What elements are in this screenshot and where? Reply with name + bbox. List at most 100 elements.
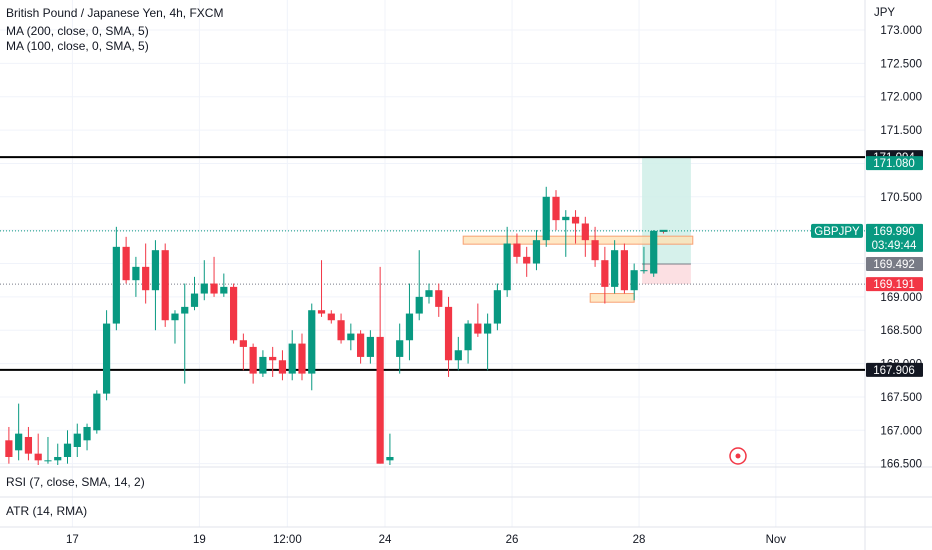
candle-body bbox=[415, 296, 423, 314]
candle-body bbox=[278, 360, 287, 374]
candle-body bbox=[151, 250, 160, 291]
symbol-tag bbox=[811, 223, 863, 238]
candle-body bbox=[181, 306, 189, 314]
indicator-ma-200[interactable]: MA (200, close, 0, SMA, 5) bbox=[6, 24, 149, 38]
candle-body bbox=[327, 313, 335, 321]
candle-body bbox=[347, 333, 355, 341]
time-tick-label: 24 bbox=[379, 534, 392, 546]
candle-body bbox=[386, 456, 394, 461]
atr-pane-label[interactable]: ATR (14, RMA) bbox=[6, 504, 88, 518]
candle-body bbox=[102, 323, 111, 394]
candle-body bbox=[15, 433, 23, 451]
candle-body bbox=[435, 290, 443, 307]
price-tag-text: 169.492 bbox=[873, 259, 915, 271]
price-tick-label: 171.500 bbox=[880, 125, 922, 137]
price-tag bbox=[866, 156, 923, 171]
candle-body bbox=[396, 340, 404, 357]
rsi-pane-label[interactable]: RSI (7, close, SMA, 14, 2) bbox=[6, 475, 145, 489]
candle-body bbox=[376, 336, 384, 464]
candle-body bbox=[650, 230, 658, 274]
level-tag bbox=[866, 362, 923, 377]
candle-body bbox=[63, 443, 72, 457]
candle-body bbox=[171, 313, 179, 321]
zones bbox=[462, 158, 694, 303]
candle-body bbox=[34, 453, 42, 461]
candle-body bbox=[601, 260, 609, 287]
candle-body bbox=[269, 356, 277, 361]
candle-body bbox=[454, 350, 462, 361]
candle-body bbox=[591, 240, 599, 261]
time-tick-label: Nov bbox=[766, 534, 787, 546]
candle-body bbox=[542, 196, 550, 241]
candle-body bbox=[532, 240, 541, 264]
price-tag bbox=[866, 277, 923, 292]
candle-body bbox=[611, 250, 619, 287]
candle-body bbox=[337, 320, 345, 341]
candle-body bbox=[620, 250, 628, 291]
price-tick-label: 167.500 bbox=[880, 392, 922, 404]
price-tick-label: 166.500 bbox=[880, 459, 922, 471]
candle-body bbox=[44, 460, 52, 462]
candle-body bbox=[640, 270, 648, 272]
symbol-tag-text: GBPJPY bbox=[814, 226, 860, 238]
price-tag bbox=[866, 223, 923, 252]
candle-body bbox=[298, 343, 306, 374]
time-tick-label: 19 bbox=[193, 534, 206, 546]
candle-body bbox=[239, 340, 247, 347]
candle-body bbox=[630, 270, 638, 291]
candle-body bbox=[308, 310, 316, 374]
candle-body bbox=[484, 323, 492, 334]
candle-body bbox=[425, 290, 433, 297]
candle-body bbox=[132, 266, 140, 281]
indicator-ma-100[interactable]: MA (100, close, 0, SMA, 5) bbox=[6, 39, 149, 53]
position-stop-area bbox=[642, 264, 691, 285]
candle-body bbox=[317, 310, 326, 314]
candle-body bbox=[210, 283, 218, 294]
target-icon-dot bbox=[735, 453, 741, 459]
candle-body bbox=[249, 346, 257, 374]
price-tick-label: 170.500 bbox=[880, 192, 922, 204]
candle-body bbox=[493, 290, 501, 324]
candle-body bbox=[405, 313, 414, 341]
candle-body bbox=[288, 343, 296, 374]
candle-body bbox=[93, 393, 101, 431]
candle-body bbox=[562, 216, 570, 221]
candle-body bbox=[112, 246, 120, 324]
candle-body bbox=[161, 250, 169, 321]
candle-body bbox=[5, 440, 13, 457]
level-tag-text: 167.906 bbox=[873, 365, 915, 377]
time-tick-label: 28 bbox=[633, 534, 646, 546]
candle-body bbox=[122, 246, 130, 281]
candle-body bbox=[464, 323, 472, 351]
candle-body bbox=[83, 426, 91, 441]
price-tag bbox=[866, 257, 923, 272]
support-zone bbox=[589, 293, 635, 303]
candle-body bbox=[581, 223, 589, 241]
price-tag-text: 169.191 bbox=[873, 279, 915, 291]
countdown-text: 03:49:44 bbox=[872, 240, 917, 252]
candle-body bbox=[229, 286, 238, 341]
support-zone bbox=[462, 235, 694, 245]
candle-body bbox=[259, 356, 267, 374]
candle-body bbox=[571, 216, 580, 224]
candle-body bbox=[444, 306, 453, 361]
price-tick-label: 169.000 bbox=[880, 292, 922, 304]
price-tag-text: 169.990 bbox=[873, 226, 915, 238]
markers bbox=[659, 229, 747, 465]
candle-body bbox=[220, 286, 228, 294]
candle-body bbox=[552, 196, 560, 221]
price-tick-label: 167.000 bbox=[880, 425, 922, 437]
candle-body bbox=[142, 266, 150, 291]
time-tick-label: 17 bbox=[66, 534, 79, 546]
currency-label: JPY bbox=[874, 7, 895, 19]
price-tick-label: 172.500 bbox=[880, 58, 922, 70]
candle-body bbox=[357, 333, 365, 357]
candle-body bbox=[474, 323, 482, 334]
candles bbox=[5, 186, 668, 465]
candle-body bbox=[73, 433, 81, 447]
candle-body bbox=[200, 283, 208, 294]
candle-body bbox=[24, 436, 33, 454]
price-tick-label: 173.000 bbox=[880, 25, 922, 37]
